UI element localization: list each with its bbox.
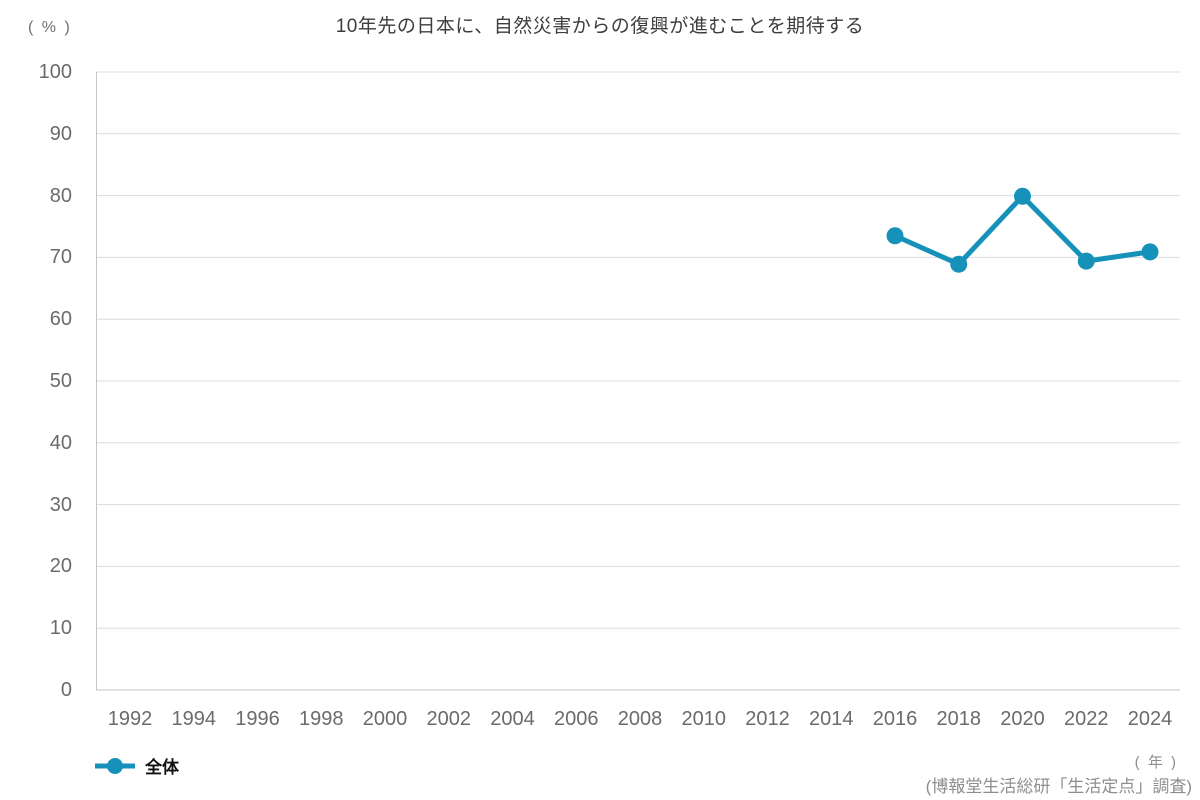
y-tick-label: 0 — [60, 679, 72, 701]
x-tick-label: 2024 — [1127, 708, 1173, 730]
x-tick-label: 2020 — [1000, 708, 1045, 730]
x-tick-label: 1998 — [299, 708, 344, 730]
x-tick-label: 2002 — [426, 708, 472, 730]
x-axis-unit-label: ( 年 ) — [1134, 754, 1178, 771]
x-tick-label: 2022 — [1064, 708, 1109, 730]
x-tick-label: 1992 — [107, 708, 153, 730]
y-tick-label: 10 — [49, 617, 72, 640]
legend: 全体 — [94, 753, 179, 778]
x-tick-label: 2004 — [490, 708, 535, 730]
y-tick-label: 90 — [49, 122, 72, 145]
x-tick-label: 2012 — [745, 708, 790, 730]
data-point-marker — [1141, 243, 1159, 261]
x-tick-label: 1994 — [171, 708, 217, 730]
y-tick-label: 80 — [49, 184, 72, 207]
data-point-marker — [1077, 252, 1095, 270]
data-point-marker — [886, 227, 904, 245]
data-point-marker — [950, 255, 968, 273]
x-tick-label: 1996 — [235, 708, 280, 730]
y-tick-label: 70 — [49, 246, 72, 269]
y-tick-label: 50 — [49, 370, 72, 392]
y-tick-label: 100 — [38, 61, 72, 83]
x-tick-label: 2008 — [617, 708, 663, 730]
y-tick-label: 40 — [49, 431, 72, 454]
x-tick-label: 2010 — [681, 708, 727, 730]
chart-title: 10年先の日本に、自然災害からの復興が進むことを期待する — [335, 16, 865, 37]
x-tick-label: 2016 — [872, 708, 918, 730]
legend-line-marker-icon — [95, 757, 135, 774]
series-line — [892, 193, 1153, 267]
y-axis-unit-label: ( % ) — [28, 19, 72, 36]
y-tick-label: 30 — [49, 493, 72, 516]
x-tick-label: 2018 — [936, 708, 982, 730]
data-point-marker — [1014, 187, 1031, 205]
x-tick-label: 2014 — [809, 708, 854, 730]
source-note: (博報堂生活総研「生活定点」調査) — [925, 777, 1192, 796]
line-chart-svg — [96, 71, 1180, 691]
x-tick-label: 2006 — [554, 708, 599, 730]
y-tick-label: 60 — [49, 308, 72, 331]
x-tick-label: 2000 — [362, 708, 408, 730]
legend-label: 全体 — [145, 758, 179, 777]
y-tick-label: 20 — [49, 555, 72, 578]
